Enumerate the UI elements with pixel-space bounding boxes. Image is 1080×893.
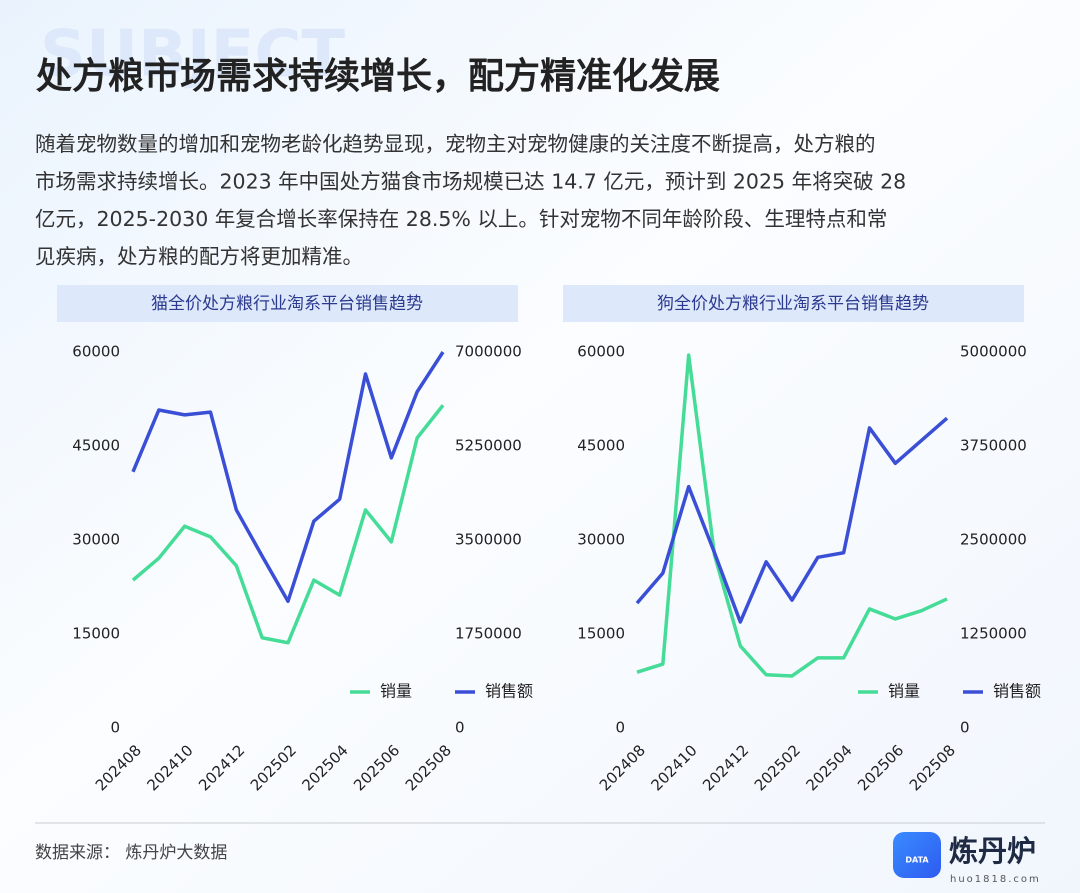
series-line [635, 416, 949, 624]
source: 数据来源： 炼丹炉大数据 [35, 843, 227, 863]
legend-label: 销售额 [993, 682, 1041, 701]
y2-tick-label: 3500000 [455, 531, 522, 549]
paragraph-line: 市场需求持续增长。2023 年中国处方猫食市场规模已达 14.7 亿元，预计到 … [35, 170, 906, 194]
paragraph-line: 随着宠物数量的增加和宠物老龄化趋势显现，宠物主对宠物健康的关注度不断提高，处方粮… [35, 132, 876, 156]
y-tick-label: 15000 [72, 625, 120, 643]
legend-label: 销售额 [485, 682, 533, 701]
chart-title-box [563, 285, 1024, 322]
y-tick-label: 30000 [72, 531, 120, 549]
y-tick-label: 45000 [72, 437, 120, 455]
y-tick-label: 0 [110, 719, 120, 737]
chart-title: 猫全价处方粮行业淘系平台销售趋势 [151, 294, 423, 314]
logo-icon [893, 832, 941, 878]
y2-tick-label: 0 [455, 719, 465, 737]
y-tick-label: 45000 [577, 437, 625, 455]
page-title: 处方粮市场需求持续增长，配方精准化发展 [36, 56, 720, 97]
series-line [636, 353, 948, 678]
y2-tick-label: 3750000 [960, 437, 1027, 455]
chart-title-box [57, 285, 518, 322]
logo-name: 炼丹炉 [949, 834, 1036, 868]
y2-tick-label: 2500000 [960, 531, 1027, 549]
chart-title: 狗全价处方粮行业淘系平台销售趋势 [657, 294, 929, 314]
y-tick-label: 60000 [577, 343, 625, 361]
y-tick-label: 0 [615, 719, 625, 737]
logo-url: huo1818.com [950, 874, 1041, 885]
y2-tick-label: 1750000 [455, 625, 522, 643]
paragraph-line: 亿元，2025-2030 年复合增长率保持在 28.5% 以上。针对宠物不同年龄… [35, 207, 887, 231]
series-line [131, 351, 445, 603]
y2-tick-label: 7000000 [455, 343, 522, 361]
paragraph: 随着宠物数量的增加和宠物老龄化趋势显现，宠物主对宠物健康的关注度不断提高，处方粮… [35, 132, 906, 269]
y-tick-label: 30000 [577, 531, 625, 549]
y2-tick-label: 1250000 [960, 625, 1027, 643]
watermark: SUBJECT [40, 18, 345, 92]
y-tick-label: 15000 [577, 625, 625, 643]
paragraph-line: 见疾病，处方粮的配方将更加精准。 [35, 245, 363, 269]
logo-icon-text: DATA [905, 856, 929, 865]
series-line [131, 404, 445, 645]
y2-tick-label: 5250000 [455, 437, 522, 455]
legend-label: 销量 [380, 682, 412, 701]
y2-tick-label: 5000000 [960, 343, 1027, 361]
y-tick-label: 60000 [72, 343, 120, 361]
legend-label: 销量 [888, 682, 920, 701]
y2-tick-label: 0 [960, 719, 970, 737]
